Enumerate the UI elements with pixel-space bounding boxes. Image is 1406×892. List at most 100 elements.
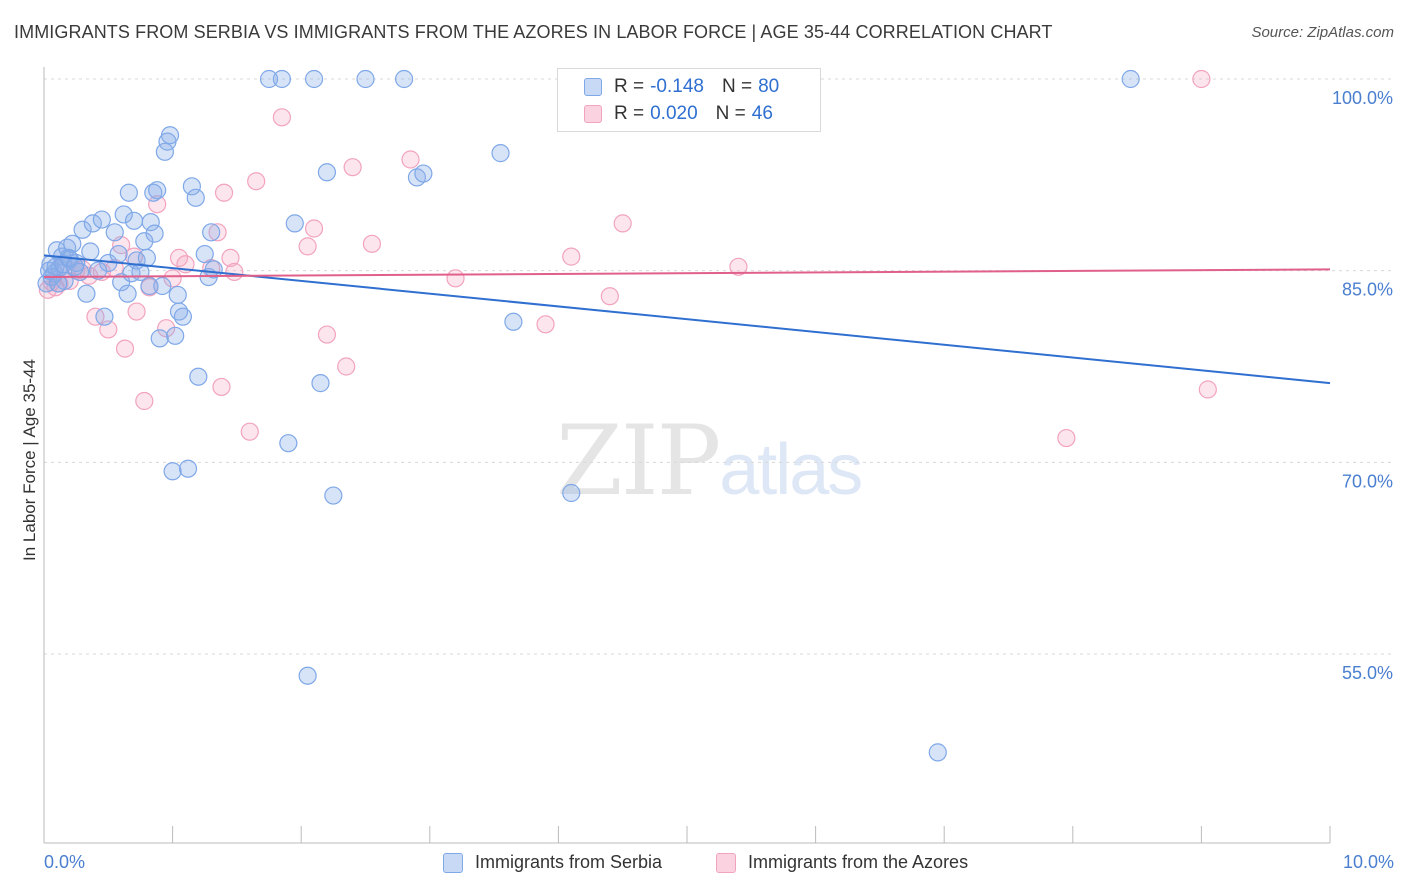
serbia-point (204, 260, 223, 279)
azores-point (135, 391, 154, 411)
legend-n-label: N = (721, 76, 753, 97)
serbia-point (163, 462, 182, 481)
azores-point (115, 339, 135, 358)
serbia-point (414, 164, 433, 183)
azores-point (446, 269, 465, 288)
azores-point (536, 315, 555, 334)
legend-label-serbia: Immigrants from Serbia (475, 852, 663, 872)
azores-point (214, 183, 234, 202)
serbia-point (81, 242, 100, 261)
legend-swatch-serbia (584, 78, 602, 96)
azores-point (148, 195, 167, 214)
serbia-point (150, 329, 169, 348)
azores-point (613, 214, 632, 233)
serbia-point (195, 244, 214, 264)
serbia-point (272, 69, 292, 89)
azores-point (163, 269, 182, 288)
azores-point (1192, 69, 1211, 89)
serbia-point (73, 220, 92, 239)
serbia-point (83, 214, 102, 233)
serbia-point (394, 69, 414, 89)
series-legend: Immigrants from Serbia Immigrants from t… (0, 852, 1406, 878)
serbia-point (166, 326, 185, 345)
serbia-point (137, 248, 156, 267)
serbia-point (356, 69, 375, 89)
legend-label-azores: Immigrants from the Azores (748, 852, 969, 872)
azores-point (337, 357, 356, 376)
serbia-point (202, 223, 221, 242)
legend-item-azores: Immigrants from the Azores (716, 852, 968, 873)
azores-point (208, 223, 227, 242)
serbia-point (562, 483, 581, 503)
azores-point (272, 108, 292, 127)
legend-row-serbia: R = -0.148 N = 80 (584, 75, 779, 99)
serbia-point (105, 223, 124, 242)
serbia-point (189, 367, 208, 386)
serbia-point (114, 205, 133, 224)
data-points (37, 69, 1217, 762)
serbia-point (112, 273, 131, 292)
serbia-point (298, 666, 317, 685)
serbia-point (65, 257, 84, 276)
serbia-point (178, 459, 198, 478)
serbia-point (88, 261, 108, 280)
y-tick-label: 55.0% (1342, 663, 1393, 683)
serbia-point (259, 69, 279, 89)
serbia-point (141, 213, 160, 232)
azores-point (221, 248, 240, 267)
serbia-point (186, 188, 205, 207)
azores-point (212, 377, 231, 397)
legend-row-azores: R = 0.020 N = 46 (584, 102, 773, 126)
serbia-point (63, 234, 82, 253)
grid-lines (44, 78, 1394, 655)
x-axis-min-label: 0.0% (44, 852, 86, 872)
serbia-point (119, 183, 138, 202)
legend-r-value-azores: 0.020 (650, 103, 698, 124)
trend-line-serbia (43, 254, 1331, 385)
y-tick-label: 70.0% (1342, 471, 1393, 491)
trend-line-azores (43, 268, 1331, 279)
legend-n-value-azores: 46 (751, 103, 773, 124)
serbia-point (168, 285, 187, 305)
azores-point (127, 302, 146, 321)
azores-point (343, 158, 362, 177)
serbia-point (311, 374, 330, 393)
serbia-point (145, 224, 164, 243)
serbia-point (153, 276, 172, 296)
azores-point (362, 234, 382, 253)
legend-swatch-azores (716, 852, 736, 873)
y-axis-label: In Labor Force | Age 35-44 (20, 359, 39, 561)
serbia-point (324, 486, 343, 505)
azores-point (247, 172, 266, 191)
serbia-point (160, 126, 180, 145)
serbia-point (148, 181, 167, 200)
serbia-point (928, 743, 947, 762)
legend-n-value-serbia: 80 (758, 76, 780, 97)
legend-r-value-serbia: -0.148 (650, 76, 704, 97)
serbia-point (124, 211, 144, 230)
serbia-point (118, 284, 137, 303)
source-label: Source: ZipAtlas.com (1251, 24, 1394, 41)
azores-point (240, 422, 259, 441)
serbia-point (1121, 69, 1140, 89)
serbia-point (285, 214, 304, 233)
legend-r-label: R = (614, 103, 645, 124)
serbia-point (92, 210, 111, 229)
serbia-point (304, 69, 324, 89)
serbia-point (140, 276, 159, 296)
legend-swatch-serbia (443, 852, 463, 873)
chart-title: IMMIGRANTS FROM SERBIA VS IMMIGRANTS FRO… (14, 22, 1053, 42)
azores-point (1198, 380, 1217, 399)
serbia-point (77, 284, 96, 303)
azores-point (298, 237, 317, 256)
azores-point (304, 219, 324, 238)
x-axis-max-label: 10.0% (1342, 852, 1394, 872)
legend-r-label: R = (614, 76, 645, 97)
serbia-point (504, 312, 523, 331)
azores-point (317, 325, 337, 344)
serbia-point (491, 144, 510, 163)
azores-point (600, 287, 619, 306)
serbia-point (317, 163, 337, 182)
legend-item-serbia: Immigrants from Serbia (443, 852, 662, 873)
